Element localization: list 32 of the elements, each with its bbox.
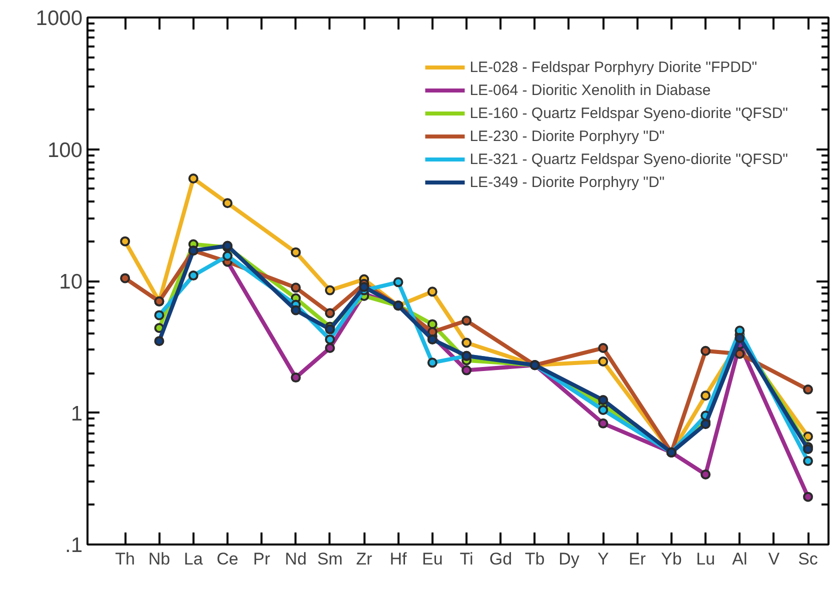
y-tick-label: 1000 [36, 7, 82, 30]
y-tick-label: .1 [64, 534, 82, 557]
x-tick-label: Y [597, 550, 609, 568]
legend-label: LE-349 - Diorite Porphyry "D" [470, 174, 665, 190]
x-tick-label: Gd [489, 550, 512, 568]
x-tick-label: Er [628, 550, 646, 568]
x-tick-label: Pr [253, 550, 270, 568]
x-tick-label: Nd [284, 550, 307, 568]
x-tick-label: Ti [460, 550, 474, 568]
y-tick-label: 1 [70, 402, 83, 426]
x-tick-label: Yb [661, 550, 682, 568]
x-tick-label: Lu [696, 550, 716, 568]
x-tick-label: Ce [216, 550, 238, 568]
legend-label: LE-321 - Quartz Feldspar Syeno-diorite "QFSD" [470, 150, 788, 168]
x-tick-label: Zr [356, 550, 372, 568]
y-tick-label: 10 [59, 270, 82, 294]
x-tick-label: V [768, 550, 780, 568]
x-tick-label: Eu [422, 550, 443, 568]
legend-label: LE-028 - Feldspar Porphyry Diorite "FPDD" [470, 58, 758, 76]
x-tick-label: La [184, 550, 204, 568]
x-tick-label: Tb [524, 550, 545, 568]
y-tick-label: 100 [47, 138, 83, 162]
legend-label: LE-064 - Dioritic Xenolith in Diabase [470, 82, 711, 98]
x-tick-label: Dy [558, 550, 580, 568]
x-tick-label: Nb [148, 550, 170, 568]
x-tick-label: Th [115, 550, 135, 568]
legend-label: LE-230 - Diorite Porphyry "D" [470, 128, 665, 144]
x-tick-label: Sm [317, 550, 343, 568]
x-tick-label: Sc [798, 550, 818, 568]
x-tick-label: Al [732, 550, 748, 568]
legend-label: LE-160 - Quartz Feldspar Syeno-diorite "QFSD" [470, 104, 788, 122]
x-tick-label: Hf [390, 550, 408, 568]
